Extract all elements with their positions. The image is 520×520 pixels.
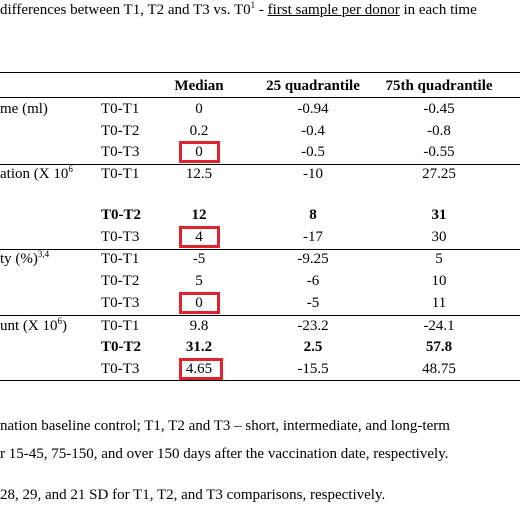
table-caption: differences between T1, T2 and T3 vs. T0… [0, 0, 477, 19]
table-bottom-rule [0, 380, 520, 381]
median-r10: 31.2 [185, 339, 213, 355]
highlight-box [179, 141, 220, 163]
group-divider-1 [0, 164, 520, 165]
cmp-r9: T0-T1 [101, 318, 140, 334]
q75-r8: 11 [431, 295, 447, 311]
cmp-r6: T0-T1 [101, 251, 140, 267]
median-r8: 0 [195, 295, 203, 311]
median-r11: 4.65 [185, 361, 213, 377]
cmp-r10: T0-T2 [101, 339, 142, 355]
q25-r5: -17 [303, 229, 323, 245]
header-q75: 75th quadrantile [385, 78, 493, 94]
footnote-line-1: nation baseline control; T1, T2 and T3 –… [0, 418, 450, 434]
row-label-volume: me (ml) [0, 101, 48, 117]
q75-r1: -0.8 [427, 123, 451, 139]
row-label-concentration: ation (X 106 [0, 164, 73, 183]
row-label-count: unt (X 106) [0, 316, 67, 335]
q75-r2: -0.55 [423, 144, 455, 160]
q25-r4: 8 [309, 207, 317, 223]
median-r5: 4 [195, 229, 203, 245]
cmp-r7: T0-T2 [101, 273, 140, 289]
cmp-r2: T0-T3 [101, 144, 140, 160]
q75-r6: 5 [435, 251, 443, 267]
caption-underlined: first sample per donor [267, 2, 400, 18]
median-r4: 12 [191, 207, 207, 223]
q25-r7: -6 [306, 273, 320, 289]
q25-r2: -0.5 [301, 144, 325, 160]
q75-r3: 27.25 [422, 166, 456, 182]
row-label-motility: ty (%)3,4 [0, 249, 50, 268]
q75-r9: -24.1 [423, 318, 455, 334]
median-r2: 0 [195, 144, 203, 160]
group-divider-3 [0, 315, 520, 316]
header-q25: 25 quadrantile [266, 78, 360, 94]
cmp-r3: T0-T1 [101, 166, 140, 182]
median-r7: 5 [195, 273, 203, 289]
cmp-r0: T0-T1 [101, 101, 140, 117]
q25-r1: -0.4 [301, 123, 325, 139]
cmp-r8: T0-T3 [101, 295, 140, 311]
q75-r5: 30 [431, 229, 447, 245]
median-r9: 9.8 [189, 318, 209, 334]
median-r6: -5 [192, 251, 206, 267]
q25-r6: -9.25 [297, 251, 329, 267]
q75-r0: -0.45 [423, 101, 455, 117]
highlight-box [179, 226, 220, 248]
table-top-rule [0, 72, 520, 73]
cmp-r5: T0-T3 [101, 229, 140, 245]
highlight-box [179, 292, 220, 314]
highlight-box [179, 358, 223, 380]
footnote-line-3: 28, 29, and 21 SD for T1, T2, and T3 com… [0, 487, 386, 503]
q75-r10: 57.8 [425, 339, 453, 355]
q25-r11: -15.5 [297, 361, 329, 377]
median-r0: 0 [195, 101, 203, 117]
q75-r11: 48.75 [422, 361, 456, 377]
median-r1: 0.2 [189, 123, 209, 139]
q75-r7: 10 [431, 273, 447, 289]
q25-r3: -10 [303, 166, 323, 182]
group-divider-2 [0, 249, 520, 250]
q25-r9: -23.2 [297, 318, 329, 334]
q25-r8: -5 [306, 295, 320, 311]
q25-r10: 2.5 [303, 339, 323, 355]
q75-r4: 31 [431, 207, 447, 223]
median-r3: 12.5 [185, 166, 213, 182]
header-rule [0, 97, 520, 98]
cmp-r4: T0-T2 [101, 207, 142, 223]
q25-r0: -0.94 [297, 101, 329, 117]
header-median: Median [174, 78, 224, 94]
cmp-r11: T0-T3 [101, 361, 140, 377]
cmp-r1: T0-T2 [101, 123, 140, 139]
footnote-line-2: r 15-45, 75-150, and over 150 days after… [0, 446, 449, 462]
